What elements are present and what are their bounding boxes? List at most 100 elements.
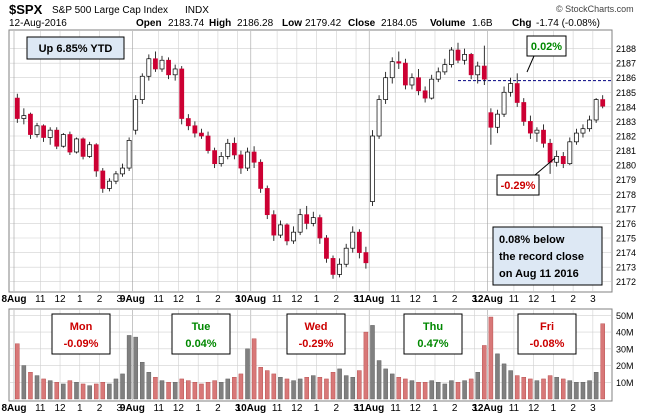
volume-bar [93,383,99,400]
high-label: High [209,18,231,29]
candle-body [87,144,93,157]
symbol: $SPX [9,2,43,17]
volume-bar [258,367,263,400]
volume-x-tick-label: 10Aug [236,403,267,414]
volume-bar [67,380,73,400]
volume-x-tick-label: 9Aug [120,403,145,414]
candle-body [192,125,198,134]
volume-x-tick-label: 2 [452,403,458,414]
candle [14,93,20,123]
candle [514,73,520,107]
price-x-tick-label: 2 [570,294,576,305]
candle-body [74,138,79,153]
volume-bar [429,380,434,400]
volume-bar [383,368,388,400]
index-name: S&P 500 Large Cap Index [52,5,168,16]
candle-body [409,77,415,86]
candle-body [317,217,323,239]
price-tick-label: 2185 [616,88,636,98]
candle [560,152,566,169]
volume-bar [166,382,171,400]
price-x-tick-label: 2 [215,294,221,305]
price-x-tick-label: 1 [551,294,557,305]
change-value: -1.74 (-0.08%) [536,18,600,29]
candle [396,51,402,69]
volume-x-tick-label: 1 [551,403,557,414]
volume-label: Volume [430,18,466,29]
candle-body [199,132,204,137]
price-x-tick-label: 8Aug [2,294,27,305]
price-x-tick-label: 9Aug [120,294,145,305]
volume-bar [199,383,204,400]
price-tick-label: 2187 [616,59,636,69]
volume-bar [508,370,513,400]
candle [383,71,389,104]
candle [495,109,500,134]
volume-bar [153,377,158,400]
candle-body [547,142,553,163]
candle-body [416,77,421,92]
day-name: Wed [304,321,327,333]
candle [28,112,33,139]
candle [527,115,533,139]
candle [231,137,237,160]
candle-body [231,142,237,156]
day-box-tue: Tue 0.04% [171,313,231,355]
candle [291,226,296,244]
candle [218,152,224,167]
candle-body [166,59,171,76]
candle-body [554,156,560,163]
candle-body [67,134,73,153]
volume-bar [284,378,290,400]
candle [205,131,211,154]
price-y-axis: 2172 2173 2174 2175 2176 2177 2178 2179 2180 2181… [616,44,636,287]
candle [87,141,93,158]
candle-body [429,78,435,99]
volume-bar [475,372,480,400]
price-x-tick-label: 3 [116,294,122,305]
volume-bar [172,382,178,400]
volume-x-tick-label: 12 [410,403,422,414]
volume-bar [28,372,33,400]
candle [271,210,277,241]
low-pointer [534,157,556,176]
volume-x-tick-label: 1 [432,403,438,414]
day-box-mon: Mon -0.09% [51,313,111,355]
volume-x-tick-label: 12 [291,403,303,414]
candle-body [488,112,494,128]
candle-body [14,97,20,119]
price-x-tick-label: 11 [390,294,401,305]
price-x-tick-label: 12 [173,294,185,305]
volume-bar [278,377,283,400]
candle [481,45,487,85]
candle [47,127,53,145]
day-pct: 0.04% [185,338,216,350]
volume-bar [120,373,125,400]
candle-body [534,129,540,134]
candle-body [212,150,218,165]
price-tick-label: 2188 [616,44,636,54]
candle [297,208,303,236]
price-tick-label: 2172 [616,277,636,287]
candle [567,137,573,166]
volume-bar [74,382,79,400]
volume-bar [324,378,329,400]
volume-bar [140,361,145,400]
candle-body [363,252,369,264]
day-box-fri: Fri -0.08% [517,313,577,355]
volume-bar [54,382,59,400]
candle [212,147,218,169]
volume-bar [567,380,573,400]
price-tick-label: 2186 [616,73,636,83]
volume-bar [343,375,349,400]
candle-body [251,151,257,163]
low-pct: -0.29% [501,180,536,192]
candle [541,124,546,148]
candle [317,214,323,244]
price-x-tick-label: 11 [272,294,283,305]
price-x-tick-label: 11 [154,294,165,305]
volume-value: 1.6B [472,18,493,29]
candle [159,55,165,72]
volume-bar [15,343,20,400]
